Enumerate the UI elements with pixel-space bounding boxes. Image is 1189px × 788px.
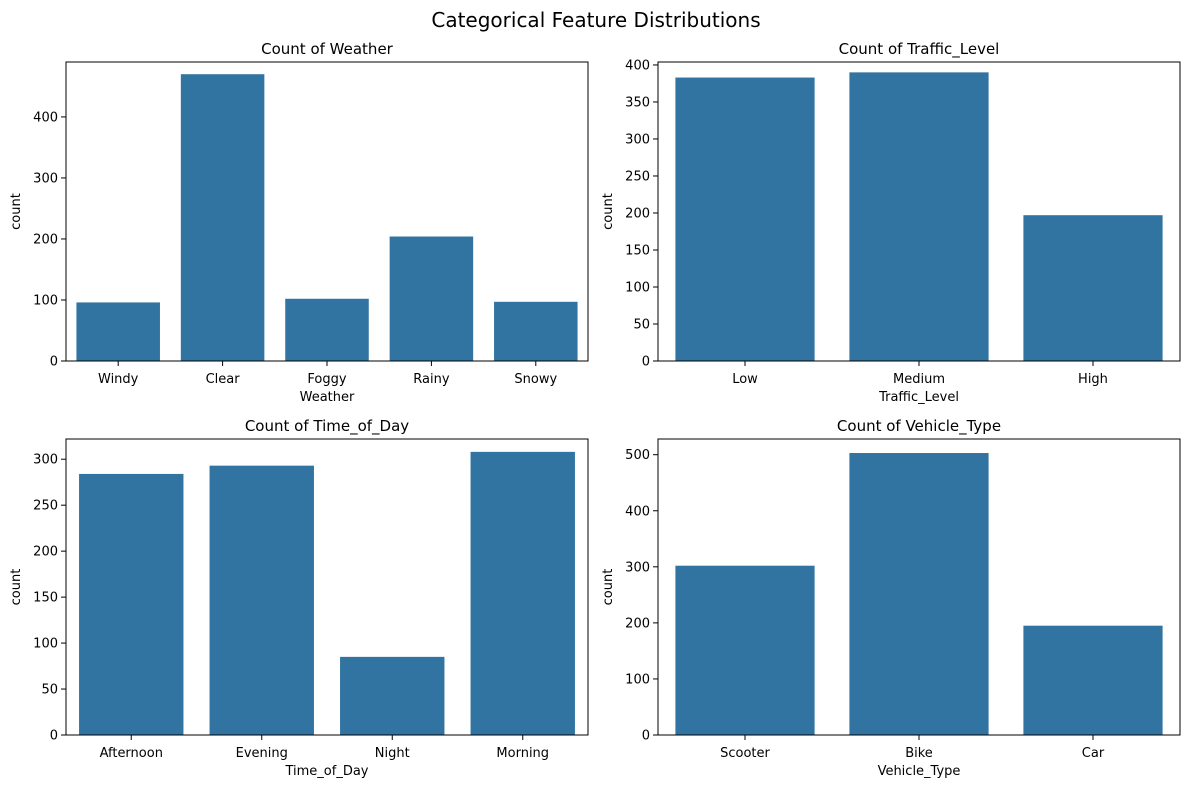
x-tick-label: Evening (236, 746, 288, 761)
y-tick-label: 50 (41, 683, 58, 698)
y-tick-label: 0 (642, 355, 650, 370)
bar-scooter (675, 565, 815, 735)
x-tick-label: Scooter (720, 746, 770, 761)
y-tick-label: 350 (625, 95, 650, 110)
bar-bike (849, 453, 989, 735)
subplot-title: Count of Vehicle_Type (837, 417, 1001, 436)
x-tick-label: Afternoon (100, 746, 163, 761)
y-tick-label: 200 (33, 545, 58, 560)
x-tick-label: Windy (98, 372, 139, 387)
x-tick-label: Rainy (413, 372, 450, 387)
x-tick-label: Clear (206, 372, 241, 387)
y-axis-label: count (601, 193, 616, 230)
y-tick-label: 300 (625, 132, 650, 147)
y-tick-label: 200 (33, 232, 58, 247)
subplot-1: 0 100 200 300 400 Windy Clear Foggy Rainy Snowy Co… (9, 40, 589, 405)
bar-clear (180, 74, 265, 361)
subplot-grid: 0 100 200 300 400 Windy Clear Foggy Rainy Snowy Co… (9, 40, 1181, 779)
x-tick-label: Morning (496, 746, 549, 761)
bar-night (340, 656, 445, 735)
y-tick-label: 100 (33, 637, 58, 652)
y-tick-label: 250 (33, 499, 58, 514)
y-tick-label: 50 (633, 318, 650, 333)
subplot-4: 0 100 200 300 400 500 Scooter Bike Car Count of V… (601, 417, 1181, 779)
figure-suptitle: Categorical Feature Distributions (431, 8, 760, 32)
subplot-3: 0 50 100 150 200 250 300 Afternoon Evening Night M… (9, 417, 589, 779)
y-tick-label: 200 (625, 616, 650, 631)
y-tick-label: 400 (625, 58, 650, 73)
x-tick-label: Foggy (307, 372, 346, 387)
bar-car (1023, 625, 1163, 735)
subplot-2: 0 50 100 150 200 250 300 350 400 Low Medium High Cou… (601, 40, 1181, 405)
y-tick-label: 0 (642, 729, 650, 744)
subplot-title: Count of Time_of_Day (245, 417, 409, 436)
y-tick-label: 150 (33, 591, 58, 606)
bar-afternoon (79, 473, 184, 735)
x-axis-label: Vehicle_Type (878, 764, 961, 779)
y-tick-label: 100 (625, 280, 650, 295)
x-tick-label: Medium (893, 372, 945, 387)
x-tick-label: Low (732, 372, 758, 387)
y-tick-label: 300 (625, 560, 650, 575)
y-tick-label: 200 (625, 206, 650, 221)
bar-medium (849, 72, 989, 362)
y-tick-label: 0 (50, 355, 58, 370)
subplot-title: Count of Traffic_Level (839, 40, 1000, 59)
bar-low (675, 77, 815, 361)
y-axis-label: count (601, 569, 616, 606)
bar-high (1023, 215, 1163, 361)
x-axis-label: Weather (300, 390, 355, 405)
y-tick-label: 300 (33, 453, 58, 468)
bar-evening (209, 465, 314, 735)
axes-frame (65, 438, 589, 736)
y-tick-label: 500 (625, 448, 650, 463)
bar-rainy (389, 236, 474, 361)
y-tick-label: 150 (625, 243, 650, 258)
y-tick-label: 300 (33, 171, 58, 186)
y-tick-label: 100 (33, 293, 58, 308)
x-tick-label: High (1078, 372, 1108, 387)
bar-windy (76, 302, 160, 361)
y-tick-label: 250 (625, 169, 650, 184)
x-tick-label: Car (1082, 746, 1105, 761)
bar-foggy (285, 298, 369, 361)
x-tick-label: Bike (905, 746, 933, 761)
y-tick-label: 100 (625, 672, 650, 687)
y-axis-label: count (9, 193, 24, 230)
y-axis-label: count (9, 569, 24, 606)
y-tick-label: 400 (625, 504, 650, 519)
y-tick-label: 0 (50, 729, 58, 744)
x-tick-label: Night (375, 746, 410, 761)
y-tick-label: 400 (33, 110, 58, 125)
bar-snowy (494, 301, 578, 361)
x-axis-label: Traffic_Level (878, 390, 959, 405)
subplot-title: Count of Weather (261, 40, 394, 58)
bar-morning (470, 451, 575, 735)
x-tick-label: Snowy (514, 372, 557, 387)
x-axis-label: Time_of_Day (284, 764, 368, 779)
